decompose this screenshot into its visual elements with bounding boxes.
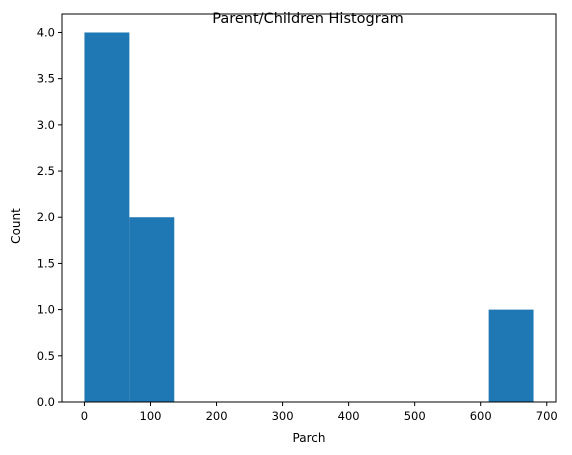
y-tick-label: 4.0 [37,25,55,39]
x-tick-label: 0 [81,409,88,423]
y-tick-label: 0.0 [37,395,55,409]
plot-frame [61,13,557,403]
x-tick-label: 300 [272,409,294,423]
y-tick-label: 0.5 [37,349,55,363]
bars-group [84,32,534,402]
x-tick-label: 500 [404,409,426,423]
y-tick-label: 3.0 [37,118,55,132]
x-axis-ticks: 0 100 200 300 400 500 600 700 [81,402,558,423]
y-axis-ticks: 0.0 0.5 1.0 1.5 2.0 2.5 3.0 3.5 4.0 [37,25,62,409]
x-tick-label: 600 [470,409,492,423]
x-tick-label: 400 [338,409,360,423]
y-tick-label: 3.5 [37,72,55,86]
x-tick-label: 200 [206,409,228,423]
histogram-bar-0 [84,32,130,402]
histogram-bar-1 [129,217,175,402]
y-tick-label: 2.5 [37,164,55,178]
y-axis-label: Count [9,208,23,244]
y-tick-label: 1.0 [37,303,55,317]
y-tick-label: 2.0 [37,210,55,224]
chart-title: Parent/Children Histogram [212,11,403,27]
y-tick-label: 1.5 [37,256,55,270]
x-tick-label: 100 [140,409,162,423]
x-tick-label: 700 [536,409,558,423]
histogram-bar-9 [488,309,534,402]
x-axis-label: Parch [293,431,326,445]
